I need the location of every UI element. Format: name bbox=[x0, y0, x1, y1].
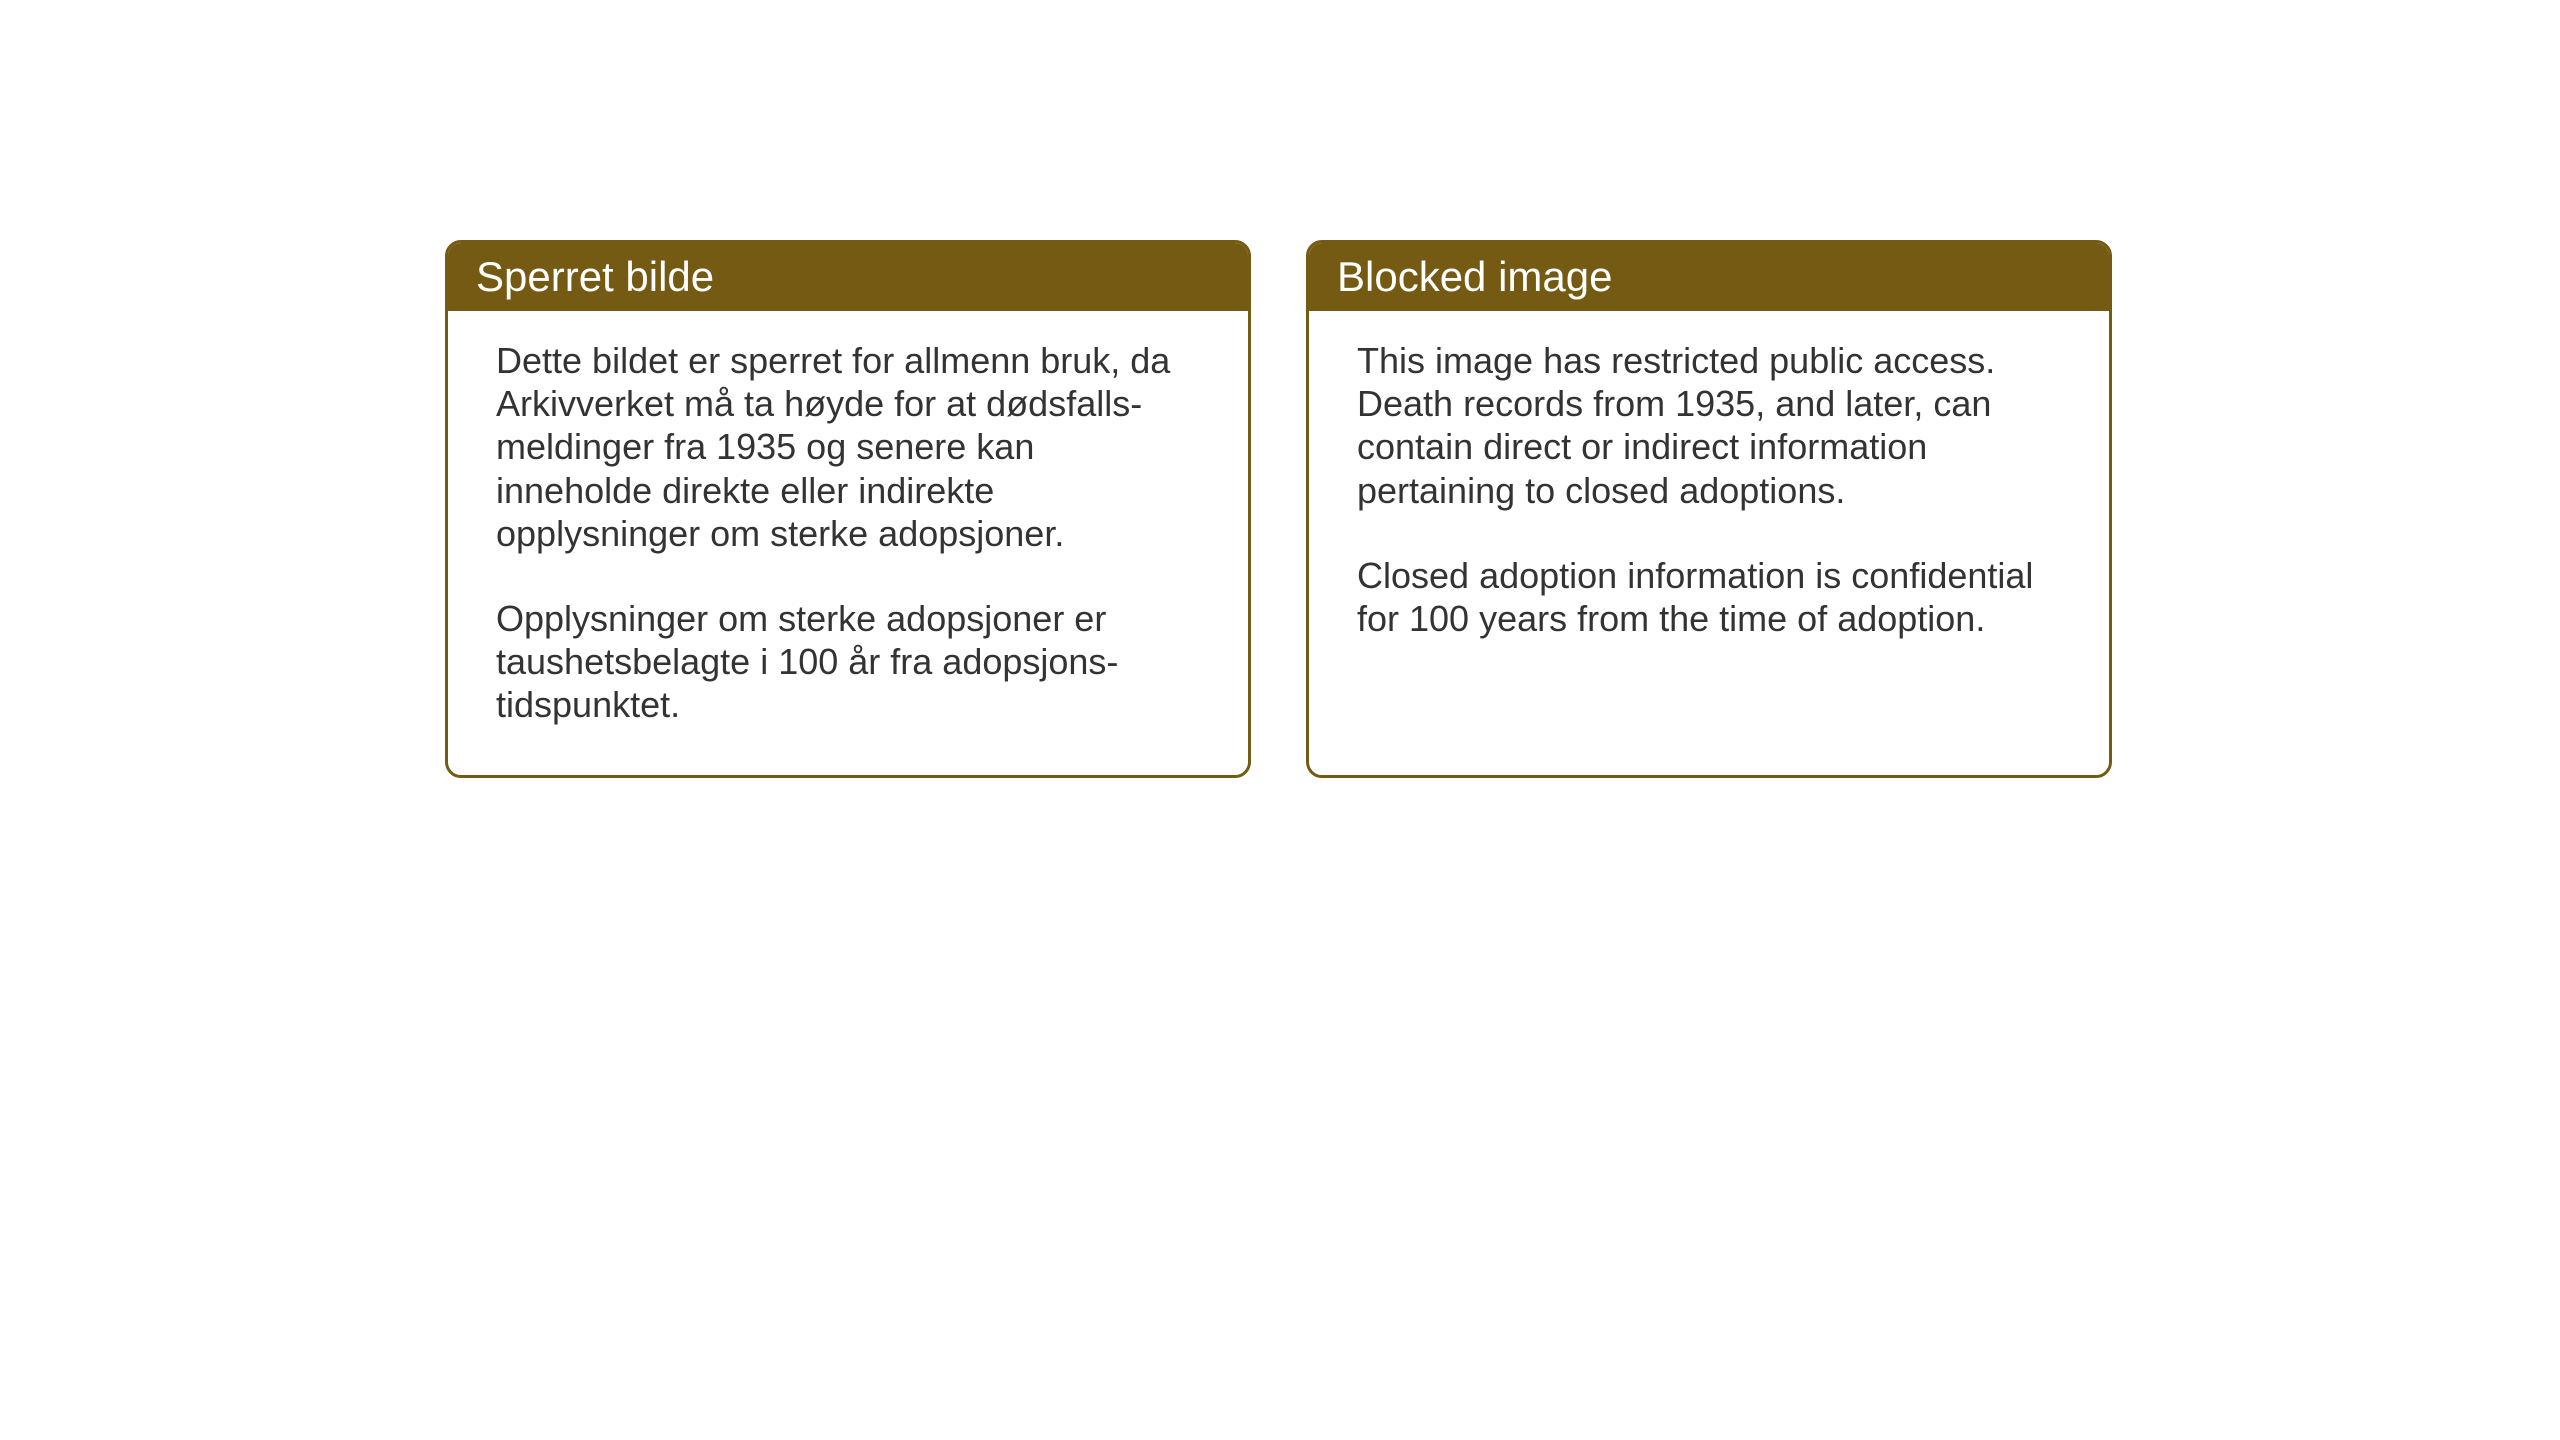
card-norwegian-paragraph-2: Opplysninger om sterke adopsjoner er tau… bbox=[496, 597, 1200, 727]
card-norwegian-body: Dette bildet er sperret for allmenn bruk… bbox=[448, 311, 1248, 775]
card-english-body: This image has restricted public access.… bbox=[1309, 311, 2109, 688]
card-english-paragraph-2: Closed adoption information is confident… bbox=[1357, 554, 2061, 640]
card-norwegian-header: Sperret bilde bbox=[448, 243, 1248, 311]
card-english-paragraph-1: This image has restricted public access.… bbox=[1357, 339, 2061, 512]
card-english: Blocked image This image has restricted … bbox=[1306, 240, 2112, 778]
card-norwegian: Sperret bilde Dette bildet er sperret fo… bbox=[445, 240, 1251, 778]
card-norwegian-paragraph-1: Dette bildet er sperret for allmenn bruk… bbox=[496, 339, 1200, 555]
cards-container: Sperret bilde Dette bildet er sperret fo… bbox=[445, 240, 2112, 778]
card-english-header: Blocked image bbox=[1309, 243, 2109, 311]
